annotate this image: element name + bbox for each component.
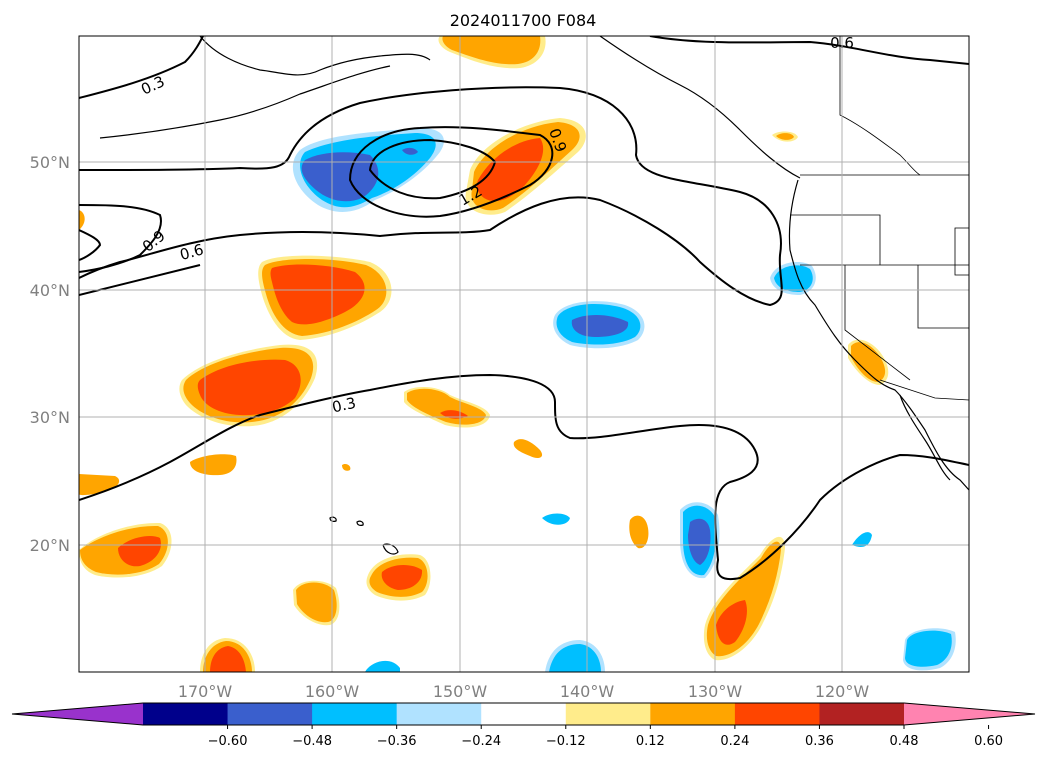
lon-label: 120°W [815, 682, 870, 701]
negative-anomaly-area [852, 532, 872, 547]
negative-anomaly-area [301, 152, 379, 202]
alaska-peninsula [99, 65, 391, 139]
lon-label: 140°W [560, 682, 615, 701]
contour-line [79, 204, 201, 296]
positive-anomaly-area [79, 210, 85, 230]
map-frame [78, 35, 970, 673]
lon-label: 160°W [305, 682, 360, 701]
contour-line [348, 126, 554, 218]
colorbar-tick-label: 0.24 [720, 734, 749, 749]
state-border [954, 227, 969, 276]
lon-label: 130°W [688, 682, 743, 701]
positive-anomaly-area [197, 359, 301, 416]
state-border [790, 214, 881, 265]
positive-anomaly-area [442, 36, 541, 65]
colorbar-tick-label: 0.60 [974, 734, 1003, 749]
graticule [79, 36, 969, 672]
colorbar-bin [227, 703, 313, 725]
contour-line [79, 86, 783, 307]
colorbar-bin [143, 703, 229, 725]
contour-line [649, 36, 969, 65]
colorbar-bin [312, 703, 398, 725]
positive-anomaly-area [210, 646, 246, 672]
colorbar-bin [650, 703, 736, 725]
map-area: 0.3 0.6 0.9 1.2 0.9 0.6 0.3 [78, 35, 970, 673]
lon-label: 170°W [178, 682, 233, 701]
colorbar-tick-label: −0.36 [377, 734, 417, 749]
positive-anomaly-area [381, 564, 423, 590]
hawaii-island [356, 520, 364, 526]
latitude-labels: 50°N 40°N 30°N 20°N [30, 153, 70, 555]
colorbar-bin [565, 703, 651, 725]
colorbar-extend-high [904, 703, 1035, 725]
negative-anomaly-area [688, 518, 711, 565]
negative-anomaly-area [365, 660, 400, 672]
positive-anomaly-area [342, 463, 351, 471]
colorbar-tick-label: −0.60 [208, 734, 248, 749]
negative-anomaly-area [774, 265, 813, 292]
colorbar-bin [396, 703, 482, 725]
longitude-labels: 170°W 160°W 150°W 140°W 130°W 120°W [178, 682, 870, 701]
colorbar-bin [819, 703, 905, 725]
colorbar-extend-low [12, 703, 143, 725]
baja-coastline [899, 394, 951, 481]
positive-anomaly-area [776, 133, 794, 140]
hawaii-island [329, 516, 337, 522]
contour-line [79, 36, 204, 99]
positive-anomaly-area [296, 582, 337, 623]
positive-anomaly-area [629, 515, 649, 549]
colorbar: −0.60 −0.48 −0.36 −0.24 −0.12 0.12 0.24 0.36 0.4… [11, 702, 1036, 749]
colorbar-bin [481, 703, 567, 725]
contour-label: 0.6 [178, 240, 206, 264]
shaded-anomalies [79, 36, 956, 672]
colorbar-tick-label: 0.36 [805, 734, 834, 749]
alaska-canada-border [839, 36, 921, 176]
colorbar-tick-label: −0.12 [546, 734, 586, 749]
us-west-coastline [788, 179, 969, 491]
positive-anomaly-area [118, 536, 161, 567]
coastlines [99, 36, 969, 555]
state-border [917, 265, 969, 329]
colorbar-tick-label: −0.48 [292, 734, 332, 749]
lat-label: 40°N [30, 281, 70, 300]
colorbar-tick-label: −0.24 [461, 734, 501, 749]
negative-anomaly-area [542, 513, 570, 525]
mexico-border [879, 379, 969, 401]
negative-anomaly-area [549, 644, 601, 672]
colorbar-outline [11, 702, 1036, 726]
contour-line [79, 373, 969, 580]
positive-anomaly-area [513, 439, 543, 458]
colorbar-tick-label: 0.48 [890, 734, 919, 749]
positive-anomaly-area [190, 454, 237, 476]
lat-label: 50°N [30, 153, 70, 172]
positive-anomaly-area [270, 264, 365, 325]
map-title: 2024011700 F084 [450, 11, 597, 30]
positive-anomaly-area [716, 600, 747, 645]
colorbar-tick-label: 0.12 [636, 734, 665, 749]
state-border [844, 265, 911, 381]
political-borders [790, 36, 969, 401]
negative-anomaly-area [905, 630, 952, 667]
positive-anomaly-area [851, 342, 886, 382]
lat-label: 20°N [30, 536, 70, 555]
canada-coastline [599, 36, 801, 179]
colorbar-bin [734, 703, 820, 725]
contour-lines [79, 36, 969, 580]
hawaii-island [382, 543, 399, 555]
positive-anomaly-area [476, 138, 544, 202]
negative-anomaly-area [571, 314, 629, 337]
negative-anomaly-area [402, 147, 418, 155]
contour-label: 0.3 [330, 394, 357, 417]
lat-label: 30°N [30, 408, 70, 427]
alaska-coastline [199, 36, 431, 76]
lon-label: 150°W [433, 682, 488, 701]
